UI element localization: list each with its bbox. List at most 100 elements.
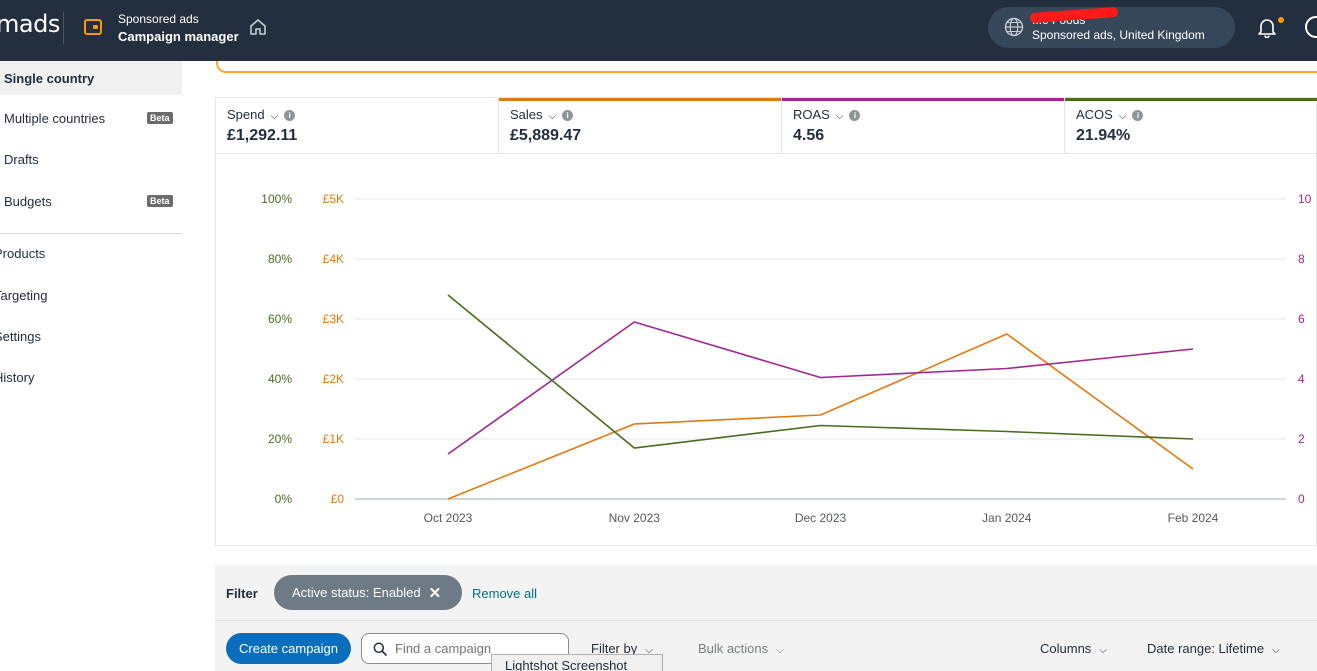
metric-tile-sales[interactable]: Sales ⌵ i £5,889.47: [499, 98, 782, 154]
sidebar-item-budgets[interactable]: Budgets Beta: [0, 184, 182, 218]
screenshot-tool-tooltip: Lightshot Screenshot: [491, 654, 663, 671]
chevron-down-icon[interactable]: ⌵: [548, 111, 557, 122]
chevron-down-icon[interactable]: ⌵: [835, 111, 844, 122]
filter-by-dropdown[interactable]: Filter by ⌵: [591, 641, 653, 656]
metric-label: Sales: [510, 107, 543, 122]
metric-tile-roas[interactable]: ROAS ⌵ i 4.56: [782, 98, 1065, 154]
acos-axis-tick-label: 100%: [261, 192, 292, 206]
metric-color-bar: [499, 98, 781, 101]
roas-axis-tick-label: 6: [1298, 312, 1305, 326]
campaign-manager-icon: [84, 19, 102, 35]
performance-chart-card: Spend ⌵ i £1,292.11 Sales ⌵ i £5,889.47 ROAS…: [215, 97, 1317, 546]
x-axis-tick-label: Jan 2024: [982, 511, 1032, 525]
chip-label: Active status: Enabled: [292, 585, 421, 600]
chevron-down-icon[interactable]: ⌵: [1118, 111, 1127, 122]
filter-by-label: Filter by: [591, 641, 638, 656]
chevron-down-icon: ⌵: [776, 645, 784, 656]
sales-axis-tick-label: £1K: [323, 432, 344, 446]
sidebar-item-label: History: [0, 369, 35, 385]
beta-badge: Beta: [147, 112, 173, 124]
help-icon[interactable]: [1305, 16, 1317, 38]
acos-axis-tick-label: 80%: [268, 252, 292, 266]
roas-axis-tick-label: 8: [1298, 252, 1305, 266]
info-icon[interactable]: i: [284, 110, 296, 121]
sidebar-item-multiple-countries[interactable]: Multiple countries Beta: [0, 101, 182, 135]
chevron-down-icon: ⌵: [1099, 645, 1107, 656]
search-input[interactable]: [395, 641, 555, 656]
account-selector[interactable]: ...e Foods Sponsored ads, United Kingdom: [988, 6, 1235, 48]
nav-divider: [63, 12, 64, 44]
search-icon: [373, 642, 387, 656]
x-axis-tick-label: Nov 2023: [609, 511, 661, 525]
sidebar-item-label: Products: [0, 245, 46, 261]
notification-dot: [1278, 17, 1284, 23]
roas-axis-tick-label: 2: [1298, 432, 1305, 446]
sidebar-item-settings[interactable]: Settings: [0, 319, 182, 353]
metric-label-row: ROAS ⌵ i: [793, 107, 861, 122]
notification-bell-icon[interactable]: [1256, 16, 1278, 38]
filter-divider: [215, 620, 1317, 621]
campaign-search-box[interactable]: [361, 633, 569, 664]
series-line-roas: [447, 321, 1194, 455]
metric-value: 21.94%: [1076, 127, 1131, 144]
info-icon[interactable]: i: [849, 110, 861, 121]
chevron-down-icon: ⌵: [1272, 645, 1280, 656]
sidebar-divider: [0, 233, 182, 234]
info-icon[interactable]: i: [1132, 110, 1144, 121]
nav-page-title[interactable]: Campaign manager: [118, 29, 239, 44]
sidebar-item-label: Multiple countries: [4, 110, 106, 126]
metric-label-row: Spend ⌵ i: [227, 107, 296, 122]
metric-label: Spend: [227, 107, 265, 122]
x-axis-tick-label: Dec 2023: [795, 511, 847, 525]
acos-axis-tick-label: 0%: [275, 492, 293, 506]
acos-axis-tick-label: 40%: [268, 372, 292, 386]
x-axis-tick-label: Oct 2023: [424, 511, 473, 525]
sidebar-item-history[interactable]: History: [0, 360, 182, 394]
roas-axis-tick-label: 10: [1298, 192, 1312, 206]
series-line-acos: [447, 294, 1194, 449]
sidebar-item-label: Drafts: [4, 151, 39, 167]
sales-axis-tick-label: £5K: [323, 192, 344, 206]
sales-axis-tick-label: £2K: [323, 372, 344, 386]
metric-label-row: Sales ⌵ i: [510, 107, 574, 122]
ads-logo[interactable]: mads: [0, 10, 60, 38]
metric-tiles: Spend ⌵ i £1,292.11 Sales ⌵ i £5,889.47 ROAS…: [216, 98, 1317, 154]
date-range-dropdown[interactable]: Date range: Lifetime ⌵: [1147, 641, 1280, 656]
x-axis-tick-label: Feb 2024: [1168, 511, 1219, 525]
sidebar-item-single-country[interactable]: Single country: [0, 61, 182, 95]
sales-axis-tick-label: £4K: [323, 252, 344, 266]
sidebar-item-products[interactable]: Products: [0, 236, 182, 270]
columns-dropdown[interactable]: Columns ⌵: [1040, 641, 1107, 656]
sales-axis-tick-label: £0: [331, 492, 345, 506]
sidebar-item-label: Budgets: [4, 193, 52, 209]
filter-toolbar: Filter Active status: Enabled ✕ Remove a…: [215, 565, 1317, 671]
filter-label: Filter: [226, 586, 258, 601]
sidebar: Single country Multiple countries Beta D…: [0, 61, 182, 671]
acos-axis-tick-label: 60%: [268, 312, 292, 326]
top-navigation-bar: mads Sponsored ads Campaign manager ...e…: [0, 0, 1317, 61]
remove-all-link[interactable]: Remove all: [472, 586, 538, 601]
series-line-sales: [447, 333, 1194, 500]
bulk-actions-dropdown[interactable]: Bulk actions ⌵: [698, 641, 784, 656]
section-accent-border: [216, 61, 1317, 73]
info-icon[interactable]: i: [562, 110, 574, 121]
metric-value: 4.56: [793, 127, 825, 144]
columns-label: Columns: [1040, 641, 1092, 656]
create-campaign-button[interactable]: Create campaign: [226, 633, 351, 664]
metric-label-row: ACOS ⌵ i: [1076, 107, 1144, 122]
date-range-label: Date range: Lifetime: [1147, 641, 1265, 656]
sidebar-item-targeting[interactable]: Targeting: [0, 278, 182, 312]
home-icon[interactable]: [249, 18, 267, 36]
metric-label: ACOS: [1076, 107, 1113, 122]
metric-tile-acos[interactable]: ACOS ⌵ i 21.94%: [1065, 98, 1317, 154]
sidebar-item-drafts[interactable]: Drafts: [0, 142, 182, 176]
sidebar-item-label: Single country: [4, 70, 95, 86]
sidebar-item-label: Settings: [0, 328, 41, 344]
sidebar-item-label: Targeting: [0, 287, 48, 303]
chevron-down-icon[interactable]: ⌵: [270, 111, 279, 122]
close-icon[interactable]: ✕: [428, 584, 442, 602]
globe-icon: [1004, 17, 1024, 37]
metric-tile-spend[interactable]: Spend ⌵ i £1,292.11: [216, 98, 499, 154]
active-filter-chip[interactable]: Active status: Enabled ✕: [274, 575, 462, 610]
metric-color-bar: [216, 98, 498, 101]
